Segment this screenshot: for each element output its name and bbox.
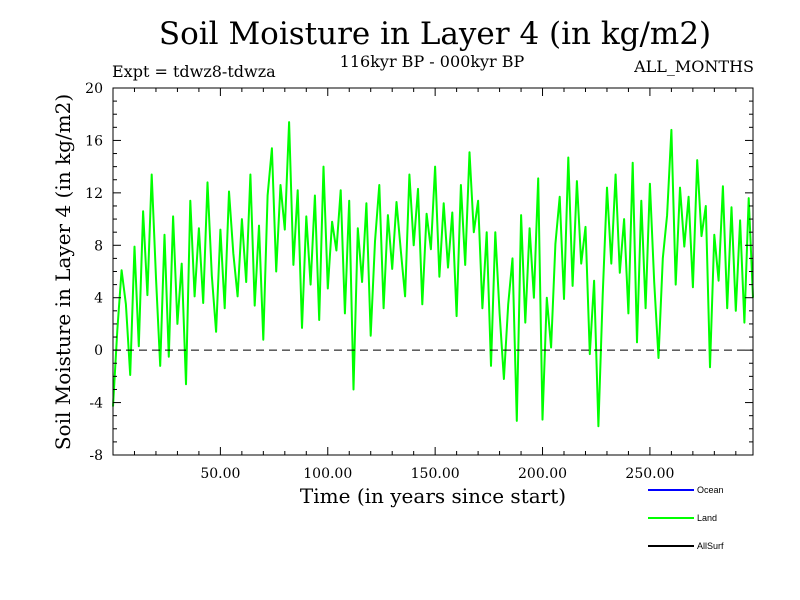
months-label: ALL_MONTHS [634,57,754,76]
x-tick-label: 100.00 [303,466,352,482]
y-tick-label: -8 [89,448,103,464]
x-tick-label: 200.00 [518,466,567,482]
y-axis-label: Soil Moisture in Layer 4 (in kg/m2) [51,94,75,450]
series-line-land [112,121,754,428]
x-tick-label: 150.00 [411,466,460,482]
experiment-label: Expt = tdwz8-tdwza [112,62,276,81]
y-tick-label: 20 [85,81,103,97]
legend: Ocean Land AllSurf [648,485,724,551]
y-tick-label: -4 [89,396,103,412]
x-tick-label: 250.00 [625,466,674,482]
chart-title: Soil Moisture in Layer 4 (in kg/m2) [158,16,712,52]
legend-label-land: Land [697,513,717,523]
legend-label-ocean: Ocean [697,485,724,495]
x-tick-label: 50.00 [200,466,240,482]
y-tick-label: 0 [94,343,103,359]
y-tick-label: 12 [85,186,103,202]
legend-label-allsurf: AllSurf [697,541,724,551]
y-tick-label: 16 [85,133,103,149]
chart-subtitle: 116kyr BP - 000kyr BP [339,52,525,71]
x-axis-label: Time (in years since start) [300,484,566,508]
y-tick-label: 4 [94,291,103,307]
y-tick-label: 8 [94,238,103,254]
plot-frame [112,87,754,456]
